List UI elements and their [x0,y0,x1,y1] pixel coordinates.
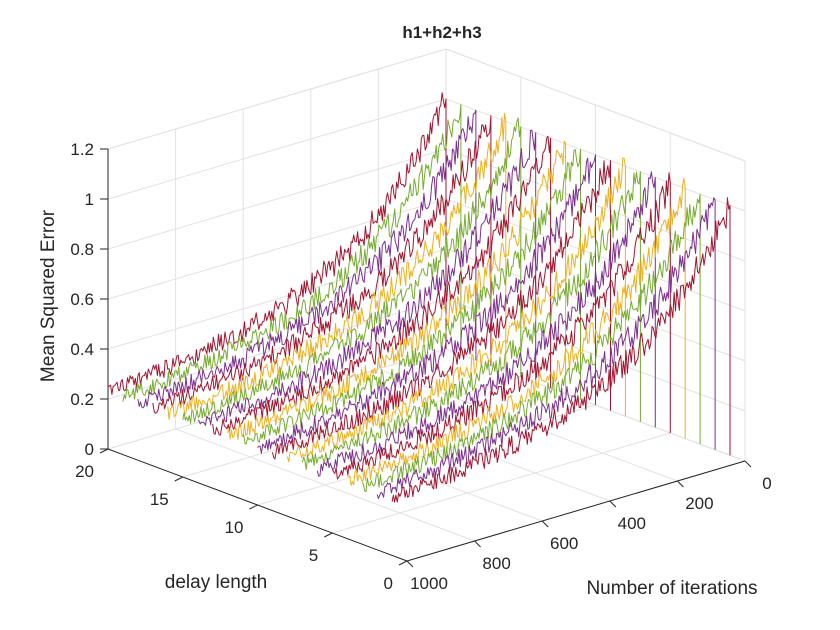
x-tick-mark [677,480,684,488]
series-line-delay-8 [286,157,626,463]
series-line-delay-12 [227,140,567,441]
series-line-delay-17 [152,115,492,414]
series-line-delay-20 [107,92,447,395]
y-tick-label: 15 [150,490,169,509]
z-tick-label: 1 [85,190,94,209]
series-line-delay-4 [346,177,686,486]
y-tick-mark [324,532,333,538]
x-tick-label: 400 [618,514,646,533]
series-lines [107,92,731,503]
chart-title: h1+h2+h3 [402,23,481,42]
grid-line [107,98,447,200]
x-tick-label: 0 [762,474,771,493]
x-tick-mark [406,560,414,568]
y-tick-label: 5 [309,546,318,565]
z-axis-label: Mean Squared Error [38,209,59,382]
grid-line [107,148,447,250]
series-line-delay-5 [331,172,671,480]
grid-line [445,48,746,162]
x-tick-mark [474,540,481,548]
y-axis-label: delay length [165,572,267,593]
y-tick-mark [249,504,258,510]
x-tick-mark [541,520,549,528]
grid-line [107,48,447,150]
grid-line [332,432,671,534]
series-line-delay-2 [376,197,716,499]
series-line-delay-13 [212,135,552,436]
y-tick-mark [398,560,408,566]
z-tick-label: 0.2 [70,390,94,409]
series-line-delay-10 [257,154,596,454]
series-line-delay-1 [391,197,731,503]
y-tick-mark [99,448,109,454]
series-line-delay-14 [197,129,537,426]
grid-line [107,248,447,350]
series-line-delay-6 [316,171,656,477]
series-line-delay-15 [182,117,522,424]
series-line-delay-18 [137,109,477,409]
grid-line [107,198,447,300]
x-tick-label: 200 [685,494,713,513]
x-tick-mark [609,500,617,508]
y-tick-label: 10 [225,518,244,537]
series-line-delay-19 [122,104,462,402]
x-tick-label: 600 [550,534,578,553]
grid-line [257,404,596,506]
tick-labels: 020040060080010000510152000.20.40.60.811… [70,140,771,593]
series-line-delay-7 [301,171,641,470]
grid-line [107,298,447,400]
axes [99,148,752,568]
series-line-delay-11 [242,148,581,445]
z-tick-label: 0.6 [70,290,94,309]
z-tick-label: 0.8 [70,240,94,259]
x-axis-line [406,460,746,562]
y-tick-mark [174,476,183,482]
series-line-delay-16 [167,112,507,420]
grid-line [182,376,521,478]
z-tick-label: 0 [85,440,94,459]
z-tick-label: 1.2 [70,140,94,159]
x-tick-label: 1000 [410,574,448,593]
x-tick-label: 800 [482,554,510,573]
y-tick-label: 0 [384,574,393,593]
z-tick-label: 0.4 [70,340,94,359]
x-axis-label: Number of iterations [586,578,757,599]
y-tick-label: 20 [75,462,94,481]
series-line-delay-3 [361,193,701,493]
series-line-delay-9 [271,160,611,460]
x-tick-mark [744,460,752,468]
